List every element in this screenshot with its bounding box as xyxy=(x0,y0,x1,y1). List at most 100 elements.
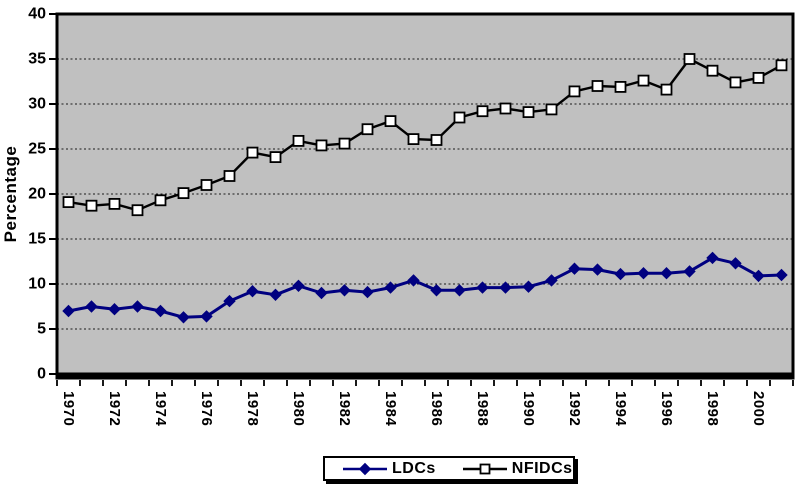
marker-nfidcs xyxy=(407,133,420,146)
marker-ldcs xyxy=(384,281,397,294)
marker-ldcs xyxy=(752,269,765,283)
legend-item-nfidcs: NFIDCs xyxy=(462,459,573,477)
marker-ldcs xyxy=(246,284,259,298)
marker-nfidcs xyxy=(177,187,190,200)
y-axis-title: Percentage xyxy=(1,146,20,243)
marker-nfidcs xyxy=(62,196,75,209)
x-tick-label: 1978 xyxy=(244,391,261,426)
x-tick-label: 1976 xyxy=(198,391,215,426)
marker-nfidcs xyxy=(315,139,328,152)
marker-nfidcs xyxy=(775,59,788,72)
marker-nfidcs xyxy=(683,53,696,65)
marker-nfidcs xyxy=(729,76,742,89)
marker-ldcs xyxy=(545,274,558,287)
marker-ldcs xyxy=(591,263,604,276)
marker-nfidcs xyxy=(476,105,489,118)
marker-ldcs xyxy=(660,266,673,280)
marker-nfidcs xyxy=(384,115,397,127)
ldcs-line-marker-icon xyxy=(343,462,387,475)
x-tick-label: 2000 xyxy=(750,391,767,426)
diamond-marker-icon xyxy=(358,462,372,475)
marker-nfidcs xyxy=(269,151,282,164)
plot-border xyxy=(55,12,795,376)
marker-ldcs xyxy=(338,284,351,297)
marker-ldcs xyxy=(614,267,627,281)
y-tick-label: 25 xyxy=(28,141,46,158)
square-marker-icon xyxy=(479,463,491,474)
marker-ldcs xyxy=(85,300,98,313)
marker-nfidcs xyxy=(292,134,305,147)
marker-nfidcs xyxy=(614,81,627,93)
y-tick-label: 30 xyxy=(28,96,46,113)
marker-ldcs xyxy=(706,251,719,265)
marker-ldcs xyxy=(200,310,213,323)
legend-item-ldcs: LDCs xyxy=(342,459,436,477)
y-tick-label: 35 xyxy=(28,51,46,68)
y-tick-label: 5 xyxy=(37,321,46,338)
marker-ldcs xyxy=(568,262,581,275)
marker-nfidcs xyxy=(637,74,650,87)
marker-nfidcs xyxy=(453,111,466,124)
nfidcs-line-marker-icon xyxy=(462,463,507,474)
marker-ldcs xyxy=(108,302,121,316)
marker-ldcs xyxy=(522,280,535,293)
marker-ldcs xyxy=(361,285,374,299)
x-tick-label: 1990 xyxy=(520,391,537,426)
marker-ldcs xyxy=(683,265,696,278)
x-tick-label: 1980 xyxy=(290,391,307,426)
plot-group: 0 5 10 15 20 25 30 35 40 1970 1972 1974 1976 1978 1980… xyxy=(28,6,795,427)
marker-nfidcs xyxy=(499,102,512,115)
marker-nfidcs xyxy=(246,146,259,159)
x-tick-label: 1998 xyxy=(704,391,721,426)
x-tick-label: 1988 xyxy=(474,391,491,426)
marker-nfidcs xyxy=(591,80,604,92)
marker-ldcs xyxy=(62,304,75,318)
chart-canvas: 0 5 10 15 20 25 30 35 40 1970 1972 1974 1976 1978 1980… xyxy=(1,6,795,427)
marker-ldcs xyxy=(154,304,167,318)
x-tick-label: 1992 xyxy=(566,391,583,426)
marker-ldcs xyxy=(453,284,466,297)
marker-ldcs xyxy=(131,300,144,313)
marker-ldcs xyxy=(269,288,282,302)
marker-nfidcs xyxy=(338,137,351,150)
marker-nfidcs xyxy=(545,103,558,116)
marker-nfidcs xyxy=(131,204,144,217)
marker-ldcs xyxy=(315,286,328,300)
x-tick-label: 1986 xyxy=(428,391,445,426)
marker-ldcs xyxy=(729,257,742,270)
marker-nfidcs xyxy=(223,170,236,182)
x-tick-label: 1970 xyxy=(60,391,77,426)
y-tick-label: 0 xyxy=(37,366,46,383)
marker-ldcs xyxy=(476,281,489,294)
x-tick-label: 1974 xyxy=(152,391,169,427)
y-tick-label: 20 xyxy=(28,186,46,203)
legend-label-nfidcs: NFIDCs xyxy=(511,459,573,477)
y-tick-label: 15 xyxy=(28,231,46,248)
x-tick-label: 1982 xyxy=(336,391,353,426)
marker-nfidcs xyxy=(522,106,535,118)
marker-nfidcs xyxy=(361,123,374,136)
marker-nfidcs xyxy=(706,64,719,77)
marker-nfidcs xyxy=(568,85,581,98)
marker-nfidcs xyxy=(85,199,98,212)
marker-ldcs xyxy=(430,284,443,297)
x-tick-label: 1994 xyxy=(612,391,629,427)
marker-ldcs xyxy=(637,266,650,280)
legend: LDCs NFIDCs xyxy=(323,456,575,481)
marker-ldcs xyxy=(407,274,420,287)
marker-nfidcs xyxy=(108,197,121,210)
chart: 0 5 10 15 20 25 30 35 40 1970 1972 1974 1976 1978 1980… xyxy=(1,6,795,481)
legend-label-ldcs: LDCs xyxy=(392,459,436,477)
x-tick-label: 1972 xyxy=(106,391,123,426)
marker-ldcs xyxy=(292,279,305,293)
marker-ldcs xyxy=(223,294,236,308)
y-tick-label: 40 xyxy=(28,6,46,23)
marker-ldcs xyxy=(775,268,788,282)
x-tick-label: 1984 xyxy=(382,391,399,427)
marker-nfidcs xyxy=(154,194,167,207)
marker-nfidcs xyxy=(660,83,673,96)
marker-ldcs xyxy=(499,281,512,294)
marker-nfidcs xyxy=(752,72,765,84)
marker-nfidcs xyxy=(200,179,213,191)
marker-nfidcs xyxy=(430,134,443,146)
